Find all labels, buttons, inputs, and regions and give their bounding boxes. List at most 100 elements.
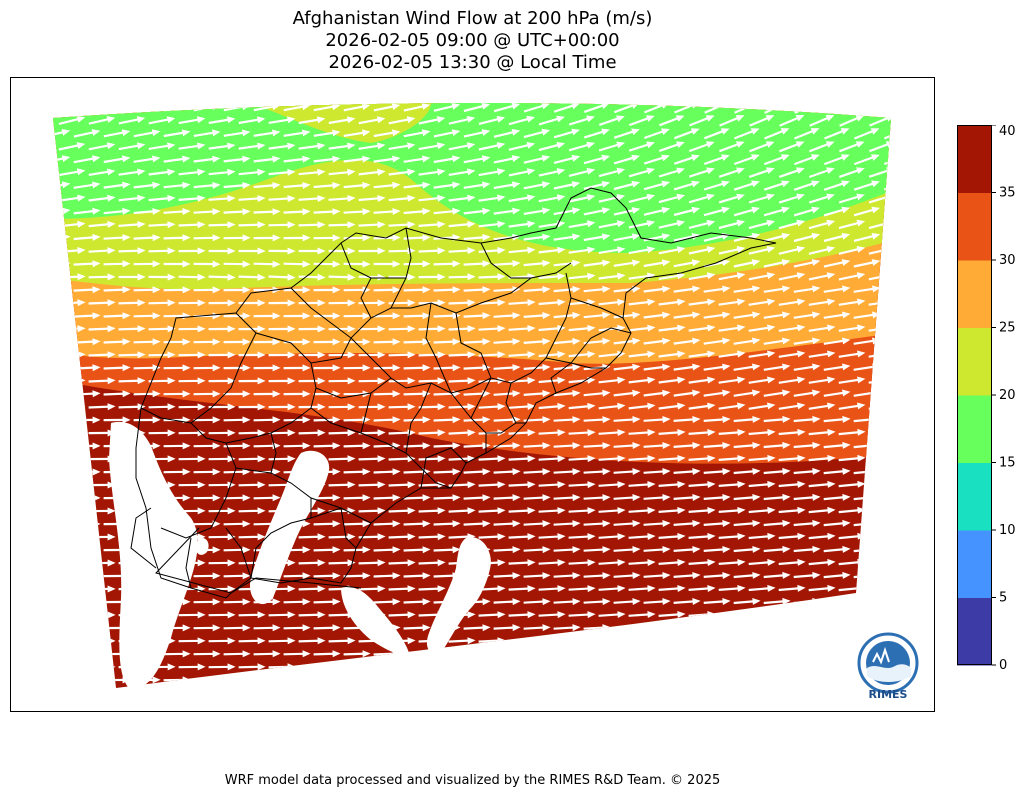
wind-arrow-head: [242, 468, 251, 476]
wind-arrow-head: [692, 598, 701, 605]
wind-arrow-head: [377, 559, 386, 567]
wind-arrow-head: [887, 558, 891, 566]
wind-arrow-head: [242, 208, 251, 216]
wind-arrow-head: [227, 429, 236, 437]
colorbar-frame: [957, 125, 992, 665]
wind-arrow-head: [827, 376, 836, 384]
wind-arrow-head: [61, 181, 71, 189]
wind-arrow-head: [167, 403, 176, 411]
wind-arrow-head: [257, 299, 266, 307]
wind-arrow-head: [842, 649, 851, 657]
wind-arrow-shaft: [53, 235, 68, 241]
wind-arrow-head: [332, 442, 341, 450]
wind-arrow-head: [452, 676, 461, 684]
wind-arrow-head: [422, 546, 431, 554]
wind-arrow-head: [392, 416, 401, 424]
wind-arrow-head: [392, 208, 401, 215]
wind-arrow-head: [287, 637, 296, 645]
wind-arrow-head: [62, 598, 71, 606]
wind-arrow-head: [857, 506, 866, 514]
wind-arrow-head: [257, 533, 266, 541]
wind-arrow-head: [212, 676, 221, 684]
wind-arrow-head: [602, 572, 611, 580]
wind-arrow-head: [557, 533, 566, 541]
wind-arrow-head: [227, 247, 236, 255]
wind-arrow-shaft: [53, 288, 68, 292]
wind-arrow-head: [242, 546, 251, 554]
wind-arrow-head: [722, 676, 731, 683]
wind-arrow-head: [107, 273, 116, 281]
wind-arrow-head: [227, 637, 236, 645]
wind-arrow-head: [887, 324, 891, 332]
wind-arrow-head: [857, 402, 866, 410]
wind-arrow-head: [840, 128, 850, 135]
wind-arrow-head: [842, 493, 851, 501]
wind-arrow-head: [796, 246, 806, 253]
wind-arrow-head: [872, 415, 881, 423]
wind-arrow-head: [212, 624, 221, 632]
wind-arrow-shaft: [763, 625, 788, 631]
wind-arrow-head: [272, 312, 281, 320]
wind-arrow-head: [795, 141, 805, 148]
wind-arrow-head: [662, 676, 671, 683]
wind-arrow-shaft: [899, 143, 922, 151]
wind-arrow-head: [752, 598, 761, 605]
wind-arrow-head: [527, 455, 536, 463]
wind-arrow-shaft: [778, 664, 803, 670]
wind-arrow-shaft: [868, 430, 891, 436]
wind-arrow-shaft: [658, 665, 683, 669]
wind-arrow-head: [62, 676, 71, 684]
wind-arrow-head: [76, 168, 86, 176]
wind-arrow-head: [436, 116, 446, 123]
wind-arrow-head: [857, 324, 866, 332]
wind-arrow-head: [692, 650, 701, 657]
wind-arrow-head: [362, 129, 371, 137]
wind-arrow-head: [182, 208, 191, 215]
wind-arrow-head: [482, 416, 491, 424]
wind-arrow-head: [812, 285, 821, 293]
wind-arrow-head: [692, 520, 701, 527]
wind-arrow-head: [467, 663, 476, 671]
wind-arrow-head: [646, 246, 656, 254]
wind-arrow-head: [647, 663, 656, 670]
wind-arrow-head: [737, 429, 746, 436]
wind-arrow-head: [751, 206, 760, 214]
colorbar-tick-label: 25: [999, 321, 1016, 336]
wind-arrow-head: [392, 494, 401, 502]
wind-arrow-head: [77, 273, 86, 281]
wind-arrow-head: [631, 154, 640, 162]
wind-arrow-shaft: [883, 365, 891, 371]
wind-arrow-head: [887, 532, 891, 540]
wind-arrow-head: [392, 338, 401, 346]
wind-arrow-shaft: [883, 128, 891, 140]
wind-arrow-shaft: [899, 327, 923, 330]
wind-arrow-head: [212, 129, 221, 137]
wind-arrow-shaft: [899, 248, 922, 253]
wind-arrow-head: [767, 480, 776, 488]
wind-arrow-head: [587, 429, 596, 437]
wind-arrow-head: [512, 520, 521, 528]
wind-arrow-head: [842, 597, 851, 605]
wind-arrow-shaft: [613, 626, 638, 630]
wind-arrow-head: [242, 598, 251, 606]
wind-arrow-head: [497, 247, 506, 254]
wind-arrow-head: [857, 454, 866, 462]
wind-arrow-head: [572, 259, 581, 267]
wind-arrow-head: [887, 428, 891, 436]
wind-arrow-shaft: [538, 639, 563, 643]
wind-arrow-head: [782, 571, 791, 579]
wind-arrow-head: [722, 546, 731, 553]
wind-arrow-head: [797, 350, 806, 358]
wind-arrow-head: [272, 598, 281, 606]
wind-arrow-head: [751, 232, 761, 240]
wind-arrow-shaft: [463, 652, 488, 656]
wind-arrow-head: [497, 194, 506, 202]
wind-arrow-head: [902, 364, 911, 371]
wind-arrow-head: [122, 286, 131, 294]
wind-arrow-head: [302, 260, 311, 268]
wind-arrow-head: [601, 181, 611, 188]
wind-arrow-head: [288, 689, 296, 696]
wind-arrow-head: [467, 168, 476, 176]
wind-arrow-shaft: [823, 625, 848, 631]
wind-arrow-head: [137, 377, 146, 385]
